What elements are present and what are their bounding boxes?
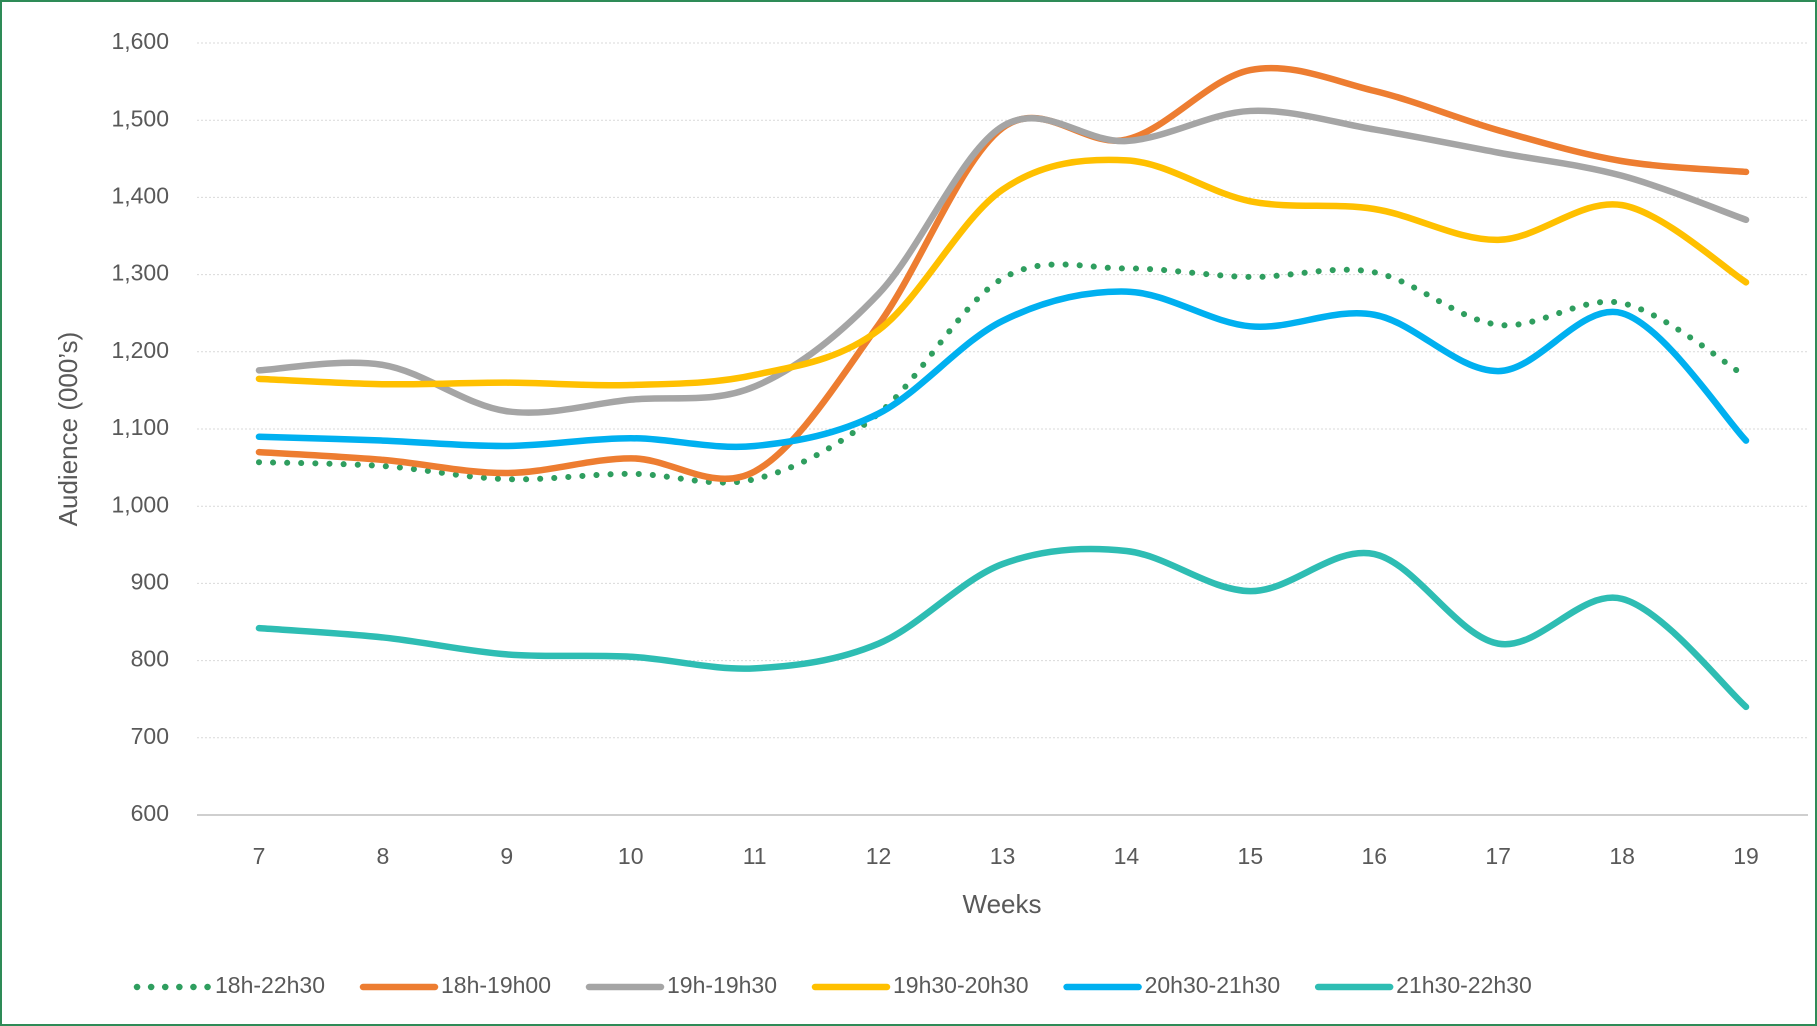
x-axis-label: Weeks (963, 889, 1042, 919)
y-tick-label: 1,300 (111, 260, 169, 286)
x-tick-label: 15 (1238, 843, 1264, 869)
legend-label: 21h30-22h30 (1396, 972, 1532, 998)
x-tick-label: 17 (1485, 843, 1511, 869)
series-line (255, 288, 1750, 451)
x-tick-label: 7 (253, 843, 266, 869)
legend-label: 19h30-20h30 (893, 972, 1029, 998)
y-axis-label: Audience (000’s) (53, 332, 83, 527)
legend-label: 20h30-21h30 (1145, 972, 1281, 998)
y-tick-label: 800 (131, 646, 169, 672)
x-tick-label: 13 (990, 843, 1016, 869)
y-tick-label: 1,600 (111, 28, 169, 54)
series-line (255, 545, 1750, 711)
x-tick-label: 16 (1361, 843, 1387, 869)
y-tick-label: 1,500 (111, 105, 169, 131)
x-tick-label: 10 (618, 843, 644, 869)
y-tick-label: 1,000 (111, 491, 169, 517)
x-tick-label: 18 (1609, 843, 1635, 869)
x-tick-label: 8 (376, 843, 389, 869)
y-tick-label: 1,200 (111, 337, 169, 363)
x-tick-label: 9 (500, 843, 513, 869)
x-tick-label: 19 (1733, 843, 1759, 869)
y-tick-label: 600 (131, 800, 169, 826)
x-tick-label: 12 (866, 843, 892, 869)
legend-label: 18h-22h30 (215, 972, 325, 998)
x-tick-label: 14 (1114, 843, 1140, 869)
series-line (255, 156, 1750, 389)
legend-label: 19h-19h30 (667, 972, 777, 998)
y-tick-label: 1,100 (111, 414, 169, 440)
y-tick-label: 900 (131, 568, 169, 594)
y-tick-label: 1,400 (111, 182, 169, 208)
series-line (255, 107, 1750, 416)
x-tick-label: 11 (743, 843, 767, 869)
legend-label: 18h-19h00 (441, 972, 551, 998)
y-tick-label: 700 (131, 723, 169, 749)
